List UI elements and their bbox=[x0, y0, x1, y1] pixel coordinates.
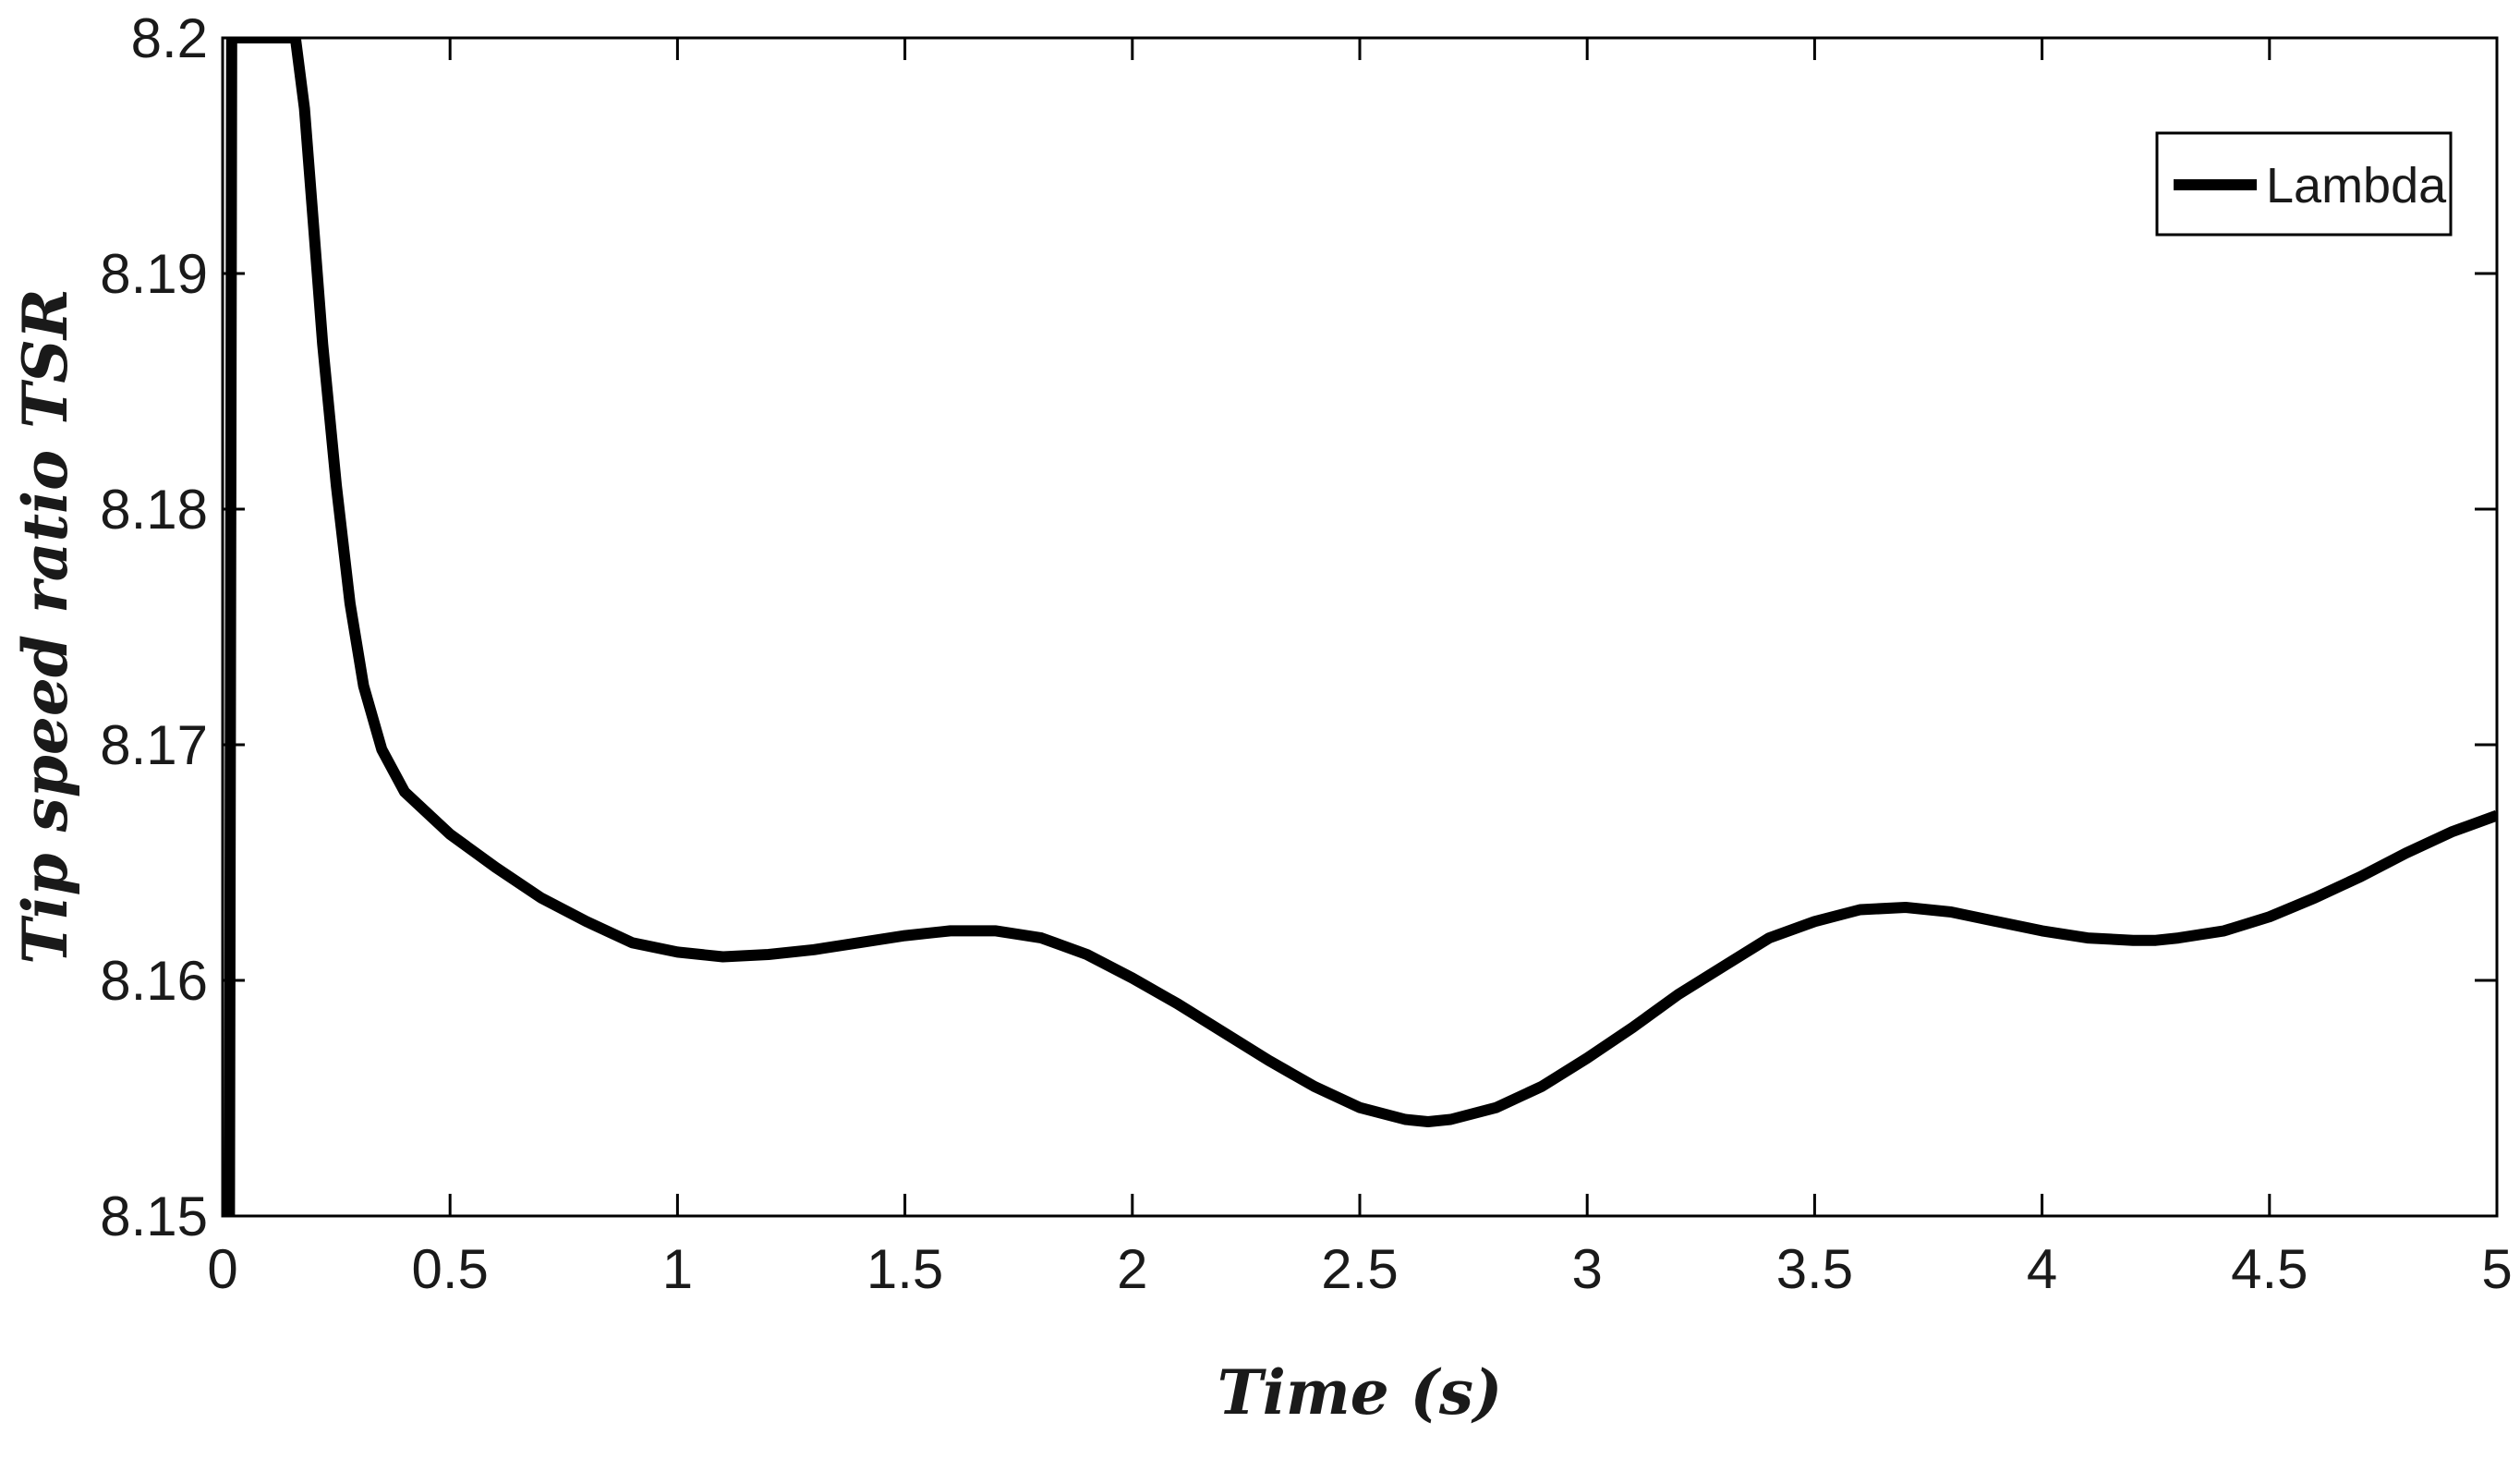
x-tick-label: 2.5 bbox=[1321, 1238, 1398, 1300]
y-tick-label: 8.2 bbox=[131, 7, 208, 69]
x-tick-label: 0 bbox=[207, 1238, 237, 1300]
x-tick-label: 4 bbox=[2027, 1238, 2057, 1300]
x-tick-label: 0.5 bbox=[411, 1238, 488, 1300]
x-tick-label: 3 bbox=[1572, 1238, 1603, 1300]
series-line-lambda bbox=[223, 38, 2497, 1216]
x-axis-label: Time (s) bbox=[1218, 1356, 1503, 1429]
legend-label-lambda: Lambda bbox=[2266, 158, 2447, 213]
y-tick-label: 8.17 bbox=[100, 714, 208, 776]
legend: Lambda bbox=[2155, 131, 2453, 237]
x-tick-label: 1 bbox=[662, 1238, 693, 1300]
y-tick-label: 8.15 bbox=[100, 1185, 208, 1247]
x-tick-label: 5 bbox=[2481, 1238, 2512, 1300]
y-tick-label: 8.18 bbox=[100, 479, 208, 541]
x-tick-label: 1.5 bbox=[866, 1238, 943, 1300]
x-tick-label: 2 bbox=[1117, 1238, 1147, 1300]
x-tick-label: 3.5 bbox=[1776, 1238, 1853, 1300]
x-tick-label: 4.5 bbox=[2231, 1238, 2308, 1300]
y-tick-label: 8.16 bbox=[100, 950, 208, 1012]
plot-frame bbox=[221, 36, 2499, 1218]
y-tick-label: 8.19 bbox=[100, 243, 208, 305]
y-axis-label: Tip speed ratio TSR bbox=[9, 288, 81, 964]
